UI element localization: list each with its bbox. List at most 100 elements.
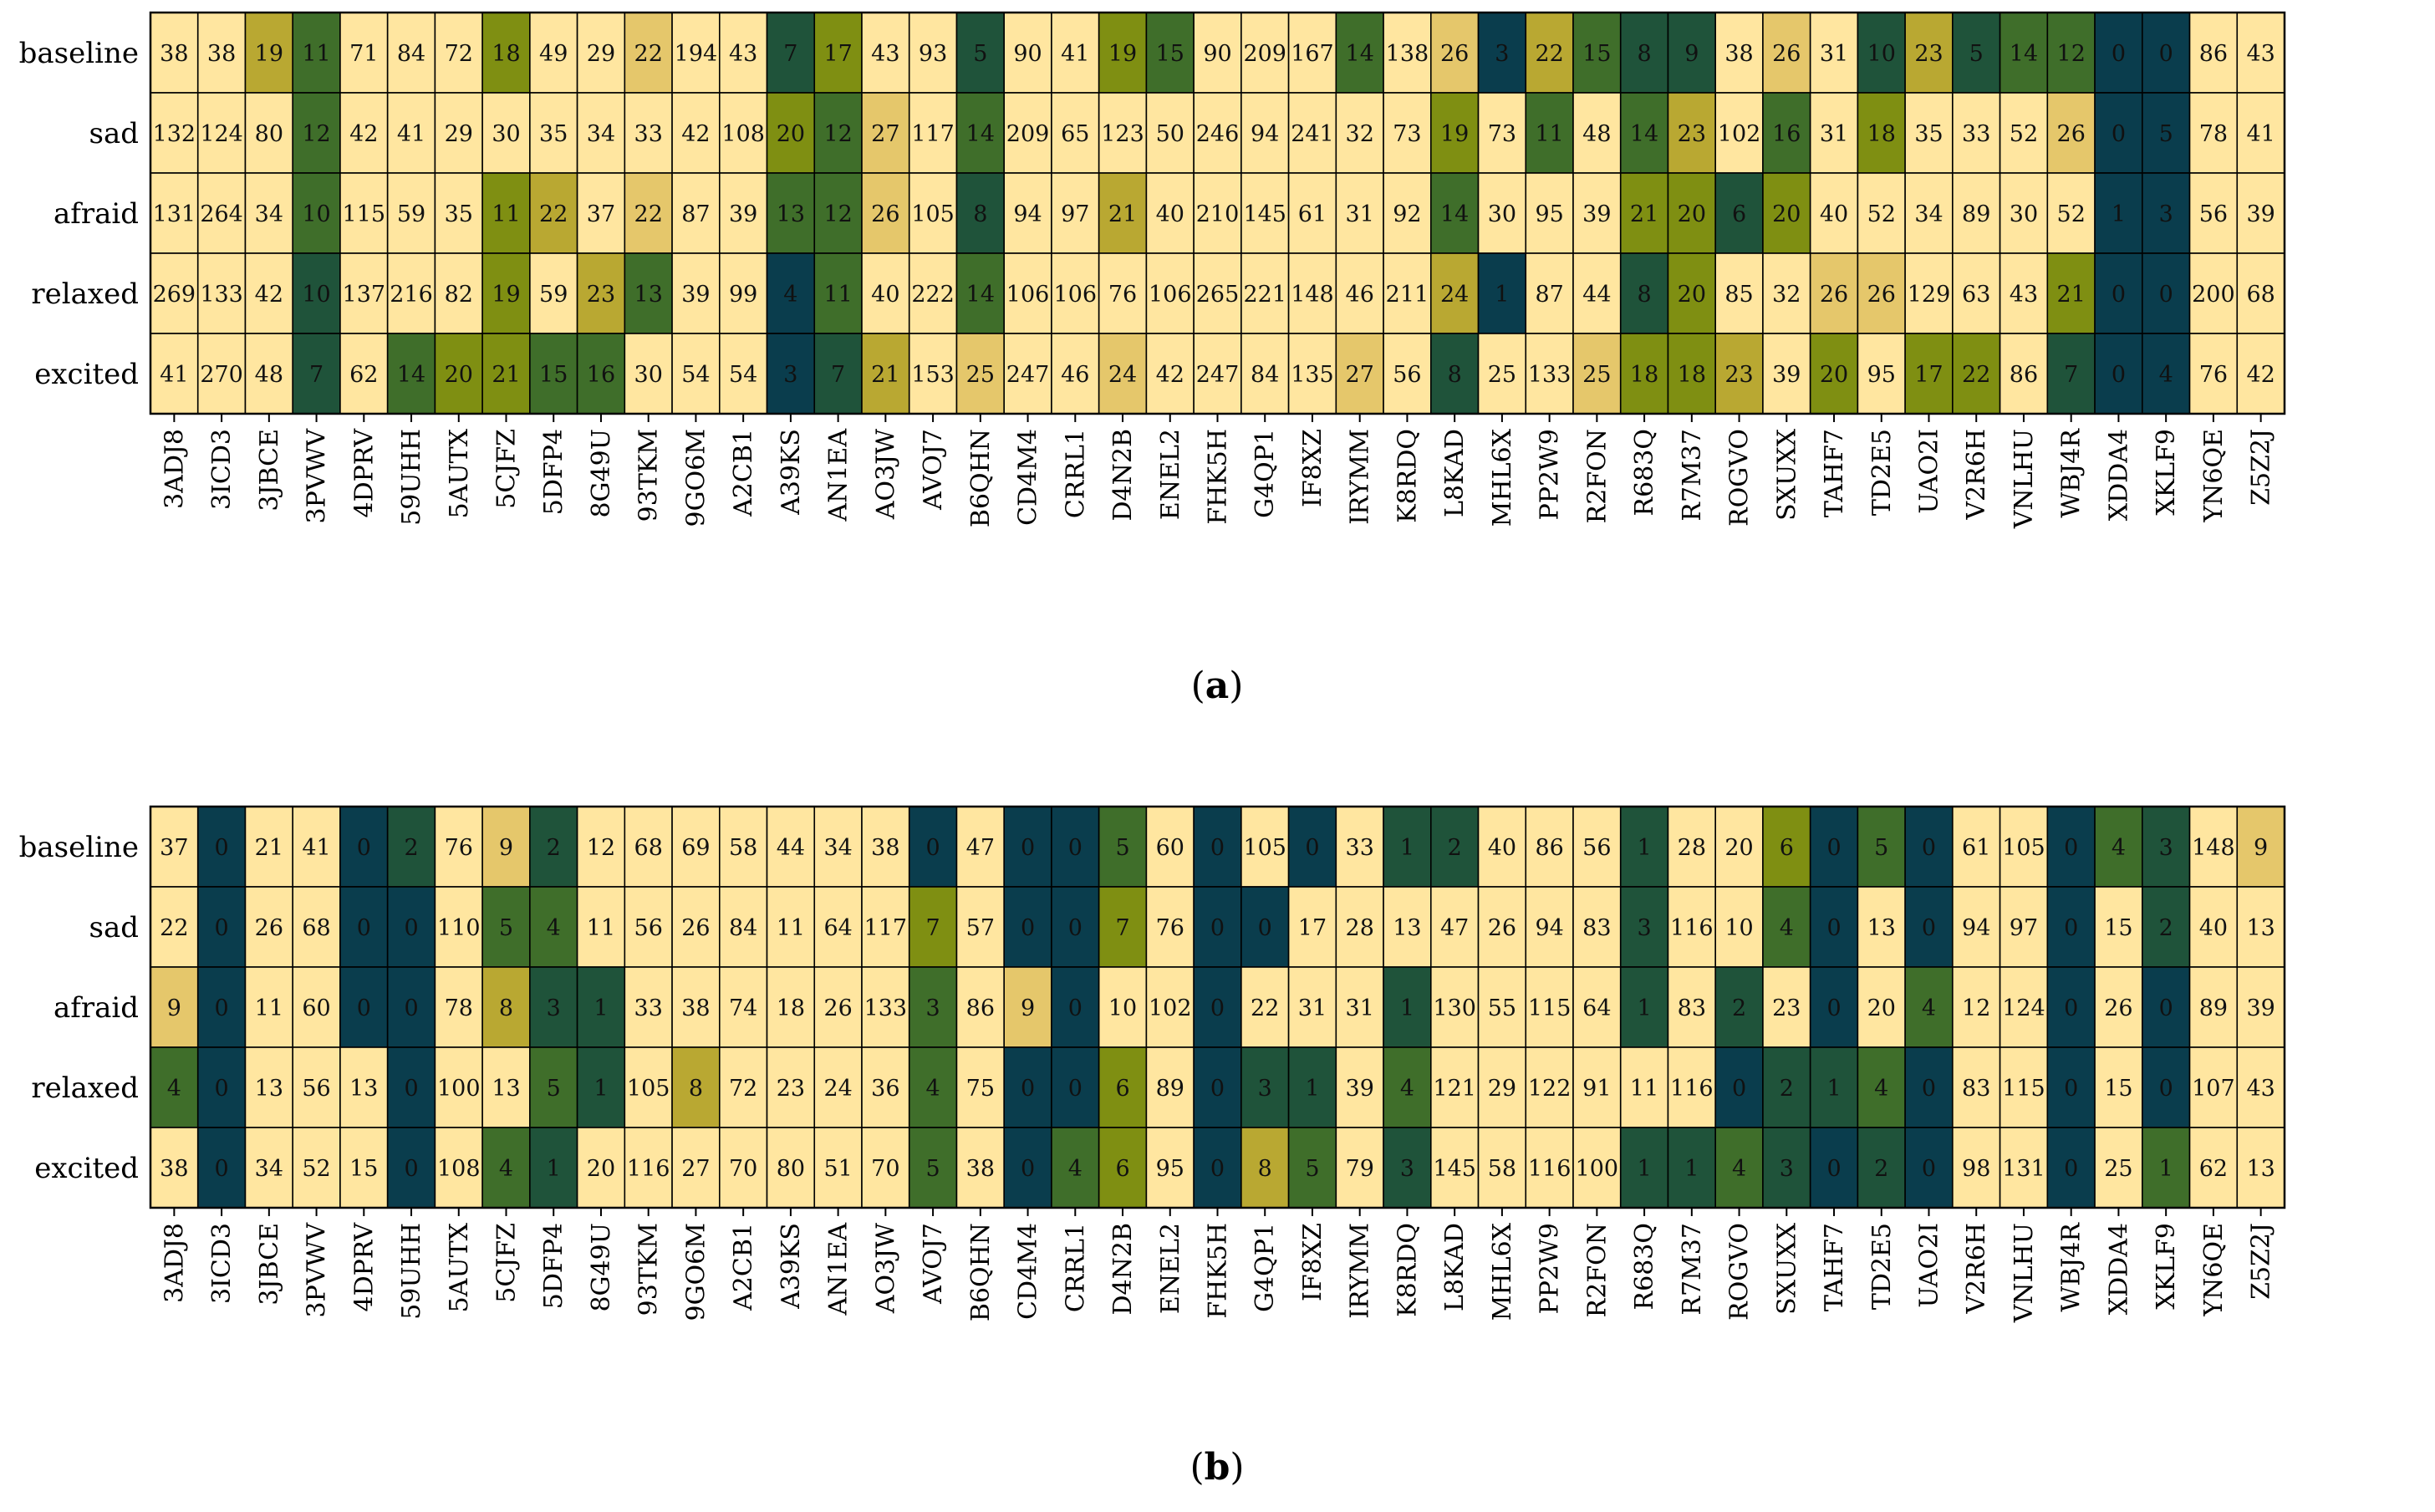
cell-value-afraid-L8KAD: 130 xyxy=(1433,995,1476,1021)
cell-relaxed-4DPRV xyxy=(339,1046,389,1128)
col-label-R7M37: R7M37 xyxy=(1678,429,1707,522)
caption-a: (a) xyxy=(1191,664,1244,707)
cell-value-baseline-5CJFZ: 18 xyxy=(492,41,520,67)
cell-value-afraid-AVOJ7: 3 xyxy=(926,995,940,1021)
cell-value-relaxed-VNLHU: 115 xyxy=(2002,1076,2045,1102)
cell-baseline-AVOJ7 xyxy=(908,806,958,888)
cell-sad-4DPRV xyxy=(339,886,389,968)
cell-sad-D4N2B xyxy=(1098,92,1148,174)
col-label-ENEL2: ENEL2 xyxy=(1156,429,1185,520)
col-label-R7M37: R7M37 xyxy=(1678,1223,1707,1316)
cell-value-sad-G4QP1: 94 xyxy=(1251,121,1279,147)
cell-value-sad-CD4M4: 0 xyxy=(1021,915,1035,941)
cell-sad-CD4M4 xyxy=(1003,92,1052,174)
cell-value-relaxed-SXUXX: 32 xyxy=(1772,282,1801,308)
cell-value-sad-CD4M4: 209 xyxy=(1006,121,1050,147)
cell-relaxed-PP2W9 xyxy=(1525,1046,1574,1128)
cell-value-excited-AVOJ7: 153 xyxy=(911,362,955,388)
cell-value-sad-TD2E5: 18 xyxy=(1867,121,1896,147)
col-label-AN1EA: AN1EA xyxy=(824,429,853,522)
cell-afraid-VNLHU xyxy=(1999,966,2049,1048)
cell-value-baseline-5AUTX: 76 xyxy=(445,835,473,861)
cell-value-afraid-D4N2B: 21 xyxy=(1108,201,1137,227)
col-label-3ADJ8: 3ADJ8 xyxy=(160,429,189,509)
cell-value-excited-Z5Z2J: 13 xyxy=(2246,1156,2275,1182)
cell-value-afraid-V2R6H: 12 xyxy=(1962,995,1990,1021)
cell-value-sad-IRYMM: 32 xyxy=(1346,121,1374,147)
cell-excited-PP2W9 xyxy=(1525,1127,1574,1209)
cell-excited-A39KS xyxy=(766,1127,816,1209)
cell-afraid-Z5Z2J xyxy=(2236,172,2285,254)
cell-value-sad-CRRL1: 0 xyxy=(1068,915,1083,941)
cell-value-baseline-YN6QE: 86 xyxy=(2199,41,2228,67)
col-label-L8KAD: L8KAD xyxy=(1440,429,1470,517)
cell-value-relaxed-MHL6X: 1 xyxy=(1495,282,1509,308)
cell-relaxed-5AUTX xyxy=(434,252,483,334)
cell-relaxed-R7M37 xyxy=(1667,252,1717,334)
cell-afraid-IRYMM xyxy=(1335,966,1384,1048)
cell-value-excited-R683Q: 18 xyxy=(1630,362,1658,388)
cell-value-afraid-IF8XZ: 61 xyxy=(1298,201,1327,227)
cell-relaxed-XKLF9 xyxy=(2142,252,2191,334)
row-label-relaxed: relaxed xyxy=(31,1072,139,1105)
col-label-IRYMM: IRYMM xyxy=(1346,1223,1375,1319)
cell-value-afraid-IRYMM: 31 xyxy=(1346,201,1374,227)
cell-excited-A39KS xyxy=(766,333,816,415)
cell-afraid-UAO2I xyxy=(1904,172,1954,254)
cell-value-excited-TD2E5: 2 xyxy=(1874,1156,1888,1182)
cell-value-afraid-A39KS: 18 xyxy=(777,995,805,1021)
cell-value-sad-IRYMM: 28 xyxy=(1346,915,1374,941)
cell-sad-ROGVO xyxy=(1714,92,1764,174)
cell-value-relaxed-FHK5H: 265 xyxy=(1196,282,1240,308)
cell-value-excited-XKLF9: 4 xyxy=(2159,362,2173,388)
cell-value-sad-59UHH: 41 xyxy=(397,121,425,147)
cell-value-relaxed-WBJ4R: 21 xyxy=(2057,282,2086,308)
cell-value-sad-9GO6M: 42 xyxy=(681,121,710,147)
cell-value-relaxed-IRYMM: 46 xyxy=(1346,282,1374,308)
cell-sad-K8RDQ xyxy=(1383,92,1432,174)
cell-value-sad-V2R6H: 33 xyxy=(1962,121,1990,147)
cell-afraid-CRRL1 xyxy=(1051,172,1100,254)
cell-value-relaxed-SXUXX: 2 xyxy=(1780,1076,1794,1102)
cell-value-baseline-3PVWV: 41 xyxy=(302,835,330,861)
cell-relaxed-R7M37 xyxy=(1667,1046,1717,1128)
cell-value-baseline-Z5Z2J: 43 xyxy=(2246,41,2275,67)
col-label-3JBCE: 3JBCE xyxy=(255,429,284,512)
col-label-3ICD3: 3ICD3 xyxy=(207,429,237,510)
cell-afraid-XDDA4 xyxy=(2094,172,2143,254)
cell-value-excited-IRYMM: 79 xyxy=(1346,1156,1374,1182)
cell-value-excited-VNLHU: 86 xyxy=(2010,362,2038,388)
cell-value-afraid-ROGVO: 2 xyxy=(1732,995,1746,1021)
cell-value-excited-K8RDQ: 56 xyxy=(1393,362,1421,388)
cell-value-sad-MHL6X: 26 xyxy=(1488,915,1516,941)
cell-value-sad-CRRL1: 65 xyxy=(1061,121,1089,147)
cell-value-baseline-IF8XZ: 0 xyxy=(1305,835,1319,861)
cell-value-sad-ROGVO: 10 xyxy=(1724,915,1753,941)
cell-afraid-3ADJ8 xyxy=(150,966,199,1048)
cell-value-excited-CRRL1: 46 xyxy=(1061,362,1089,388)
cell-value-excited-SXUXX: 39 xyxy=(1772,362,1801,388)
cell-value-excited-3JBCE: 34 xyxy=(255,1156,283,1182)
cell-excited-3ICD3 xyxy=(196,333,247,415)
cell-value-afraid-B6QHN: 86 xyxy=(966,995,995,1021)
cell-baseline-IRYMM xyxy=(1335,806,1384,888)
cell-sad-MHL6X xyxy=(1477,92,1527,174)
cell-relaxed-D4N2B xyxy=(1098,252,1148,334)
cell-value-relaxed-3JBCE: 13 xyxy=(255,1076,283,1102)
cell-value-afraid-5AUTX: 35 xyxy=(445,201,473,227)
cell-value-relaxed-XDDA4: 0 xyxy=(2112,282,2126,308)
cell-value-baseline-TAHF7: 31 xyxy=(1820,41,1848,67)
cell-value-sad-PP2W9: 94 xyxy=(1535,915,1563,941)
cell-value-sad-AN1EA: 12 xyxy=(823,121,852,147)
cell-afraid-59UHH xyxy=(386,172,436,254)
cell-value-excited-G4QP1: 8 xyxy=(1258,1156,1272,1182)
cell-sad-A2CB1 xyxy=(718,886,768,968)
cell-value-afraid-YN6QE: 89 xyxy=(2199,995,2228,1021)
cell-baseline-B6QHN xyxy=(955,806,1006,888)
cell-value-excited-IF8XZ: 5 xyxy=(1305,1156,1319,1182)
cell-value-afraid-V2R6H: 89 xyxy=(1962,201,1990,227)
col-label-A39KS: A39KS xyxy=(777,429,806,516)
cell-excited-YN6QE xyxy=(2188,1127,2239,1209)
col-label-Z5Z2J: Z5Z2J xyxy=(2247,1223,2276,1300)
